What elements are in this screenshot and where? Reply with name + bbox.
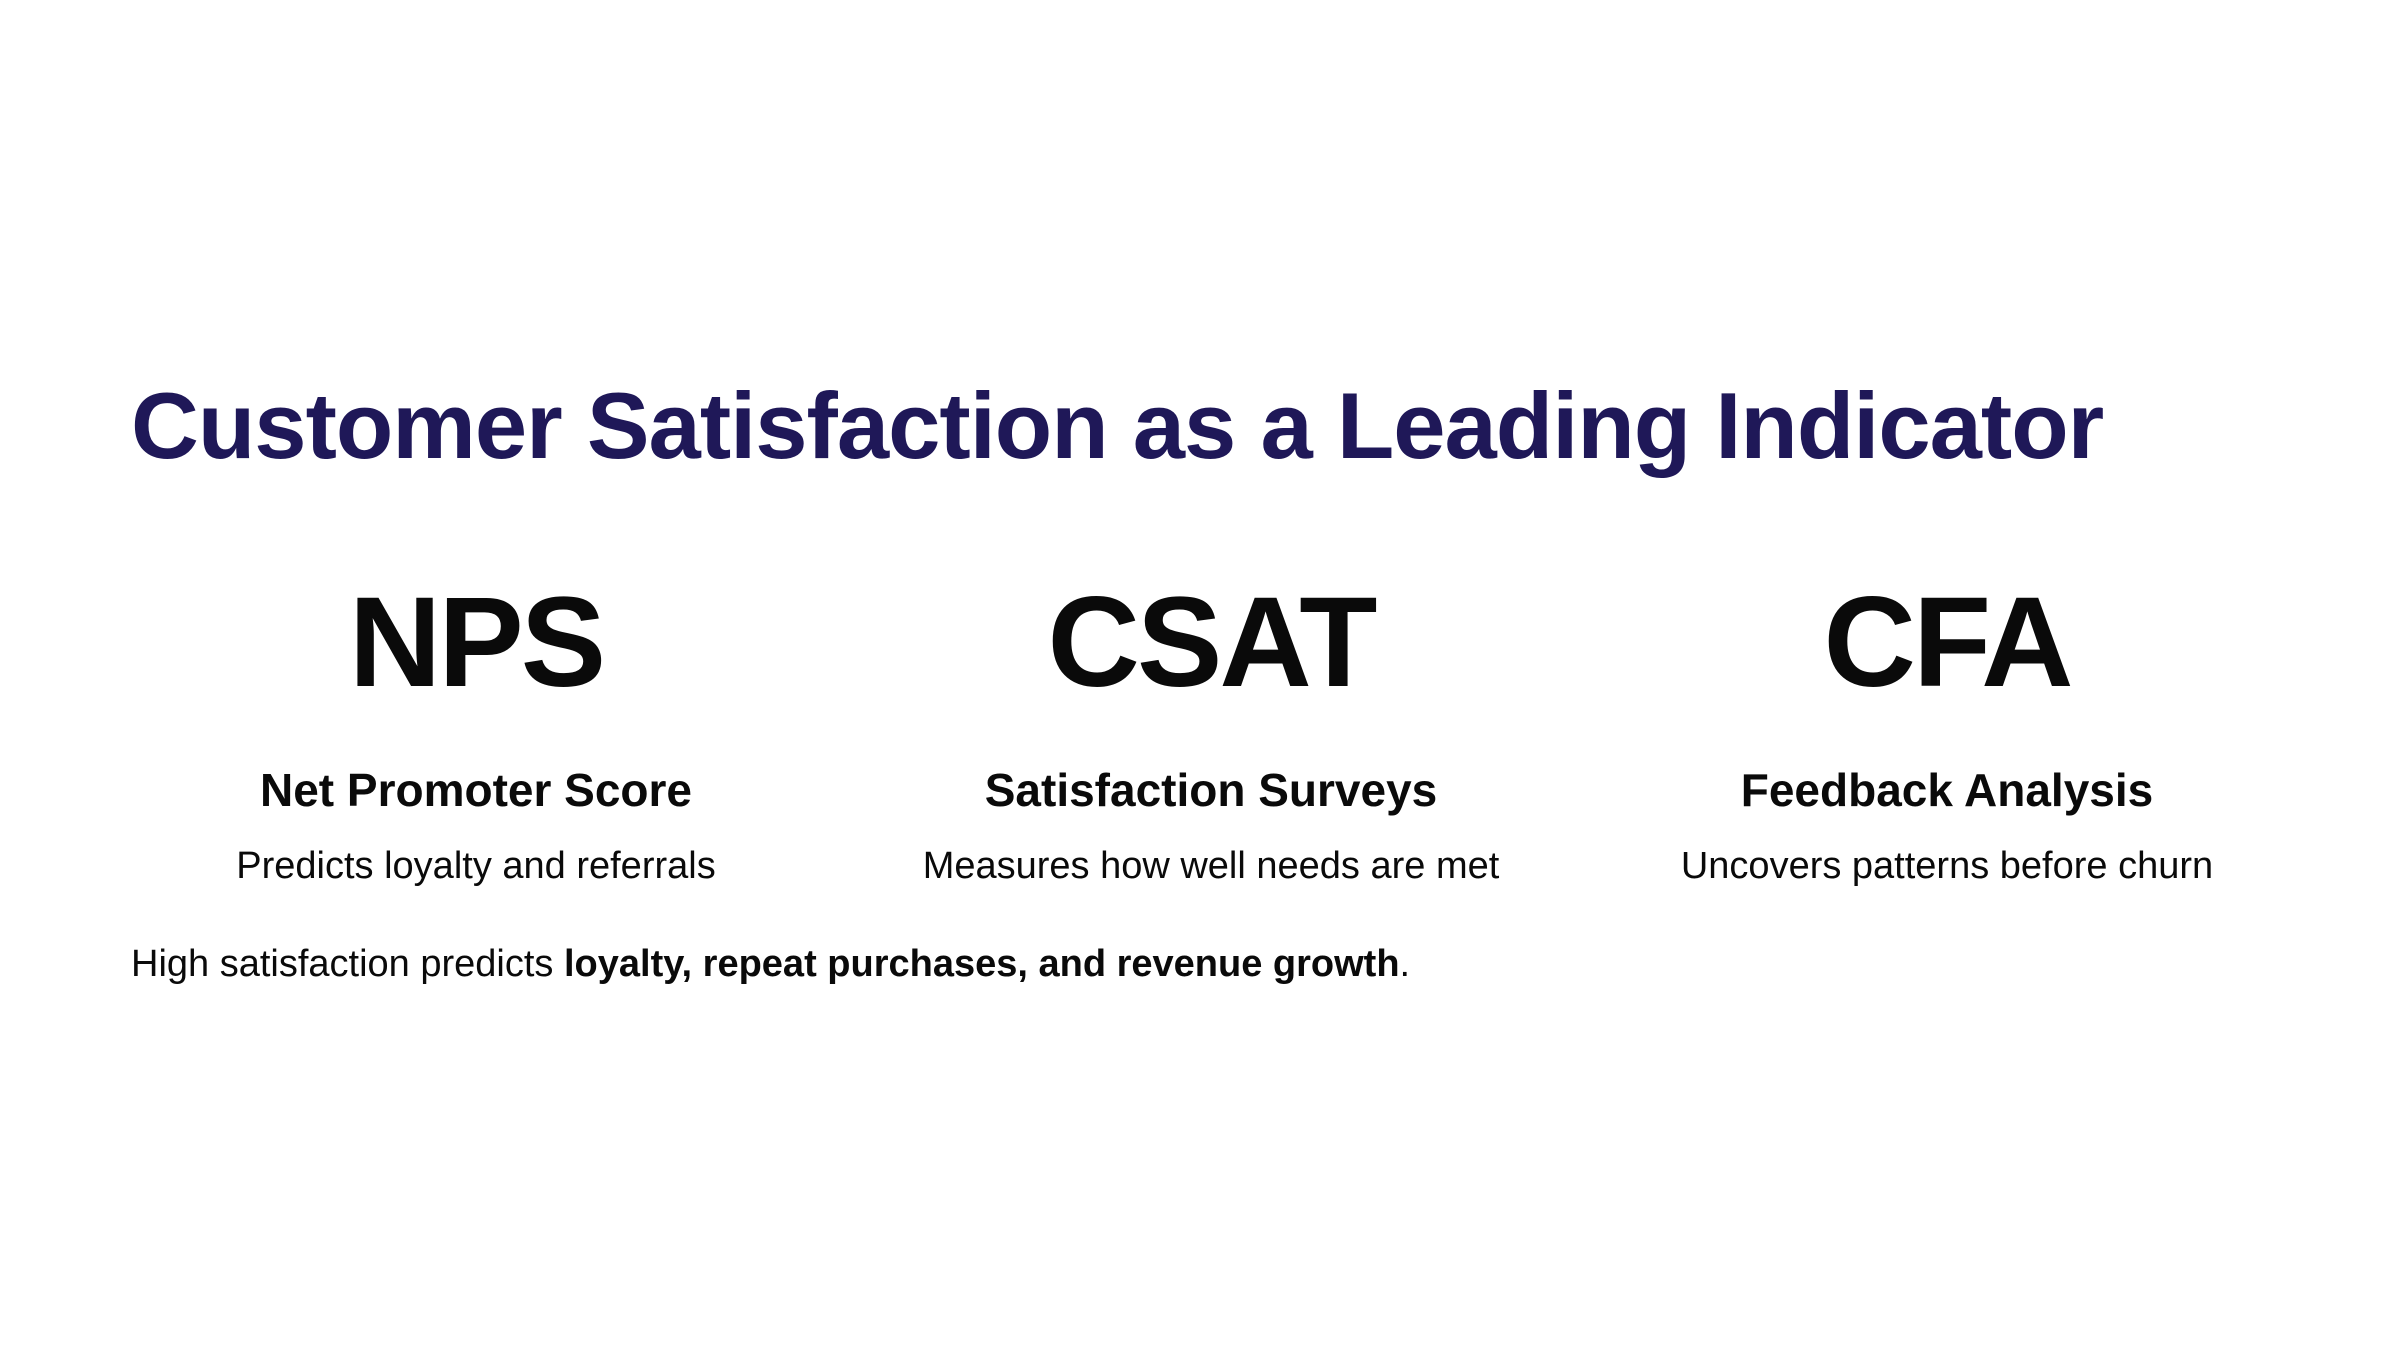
metric-name: Satisfaction Surveys <box>984 764 1438 816</box>
metric-column: CSAT Satisfaction Surveys Measures how wel… <box>841 568 1581 890</box>
metric-acronym: CSAT <box>1047 571 1378 714</box>
footer-end: . <box>1399 943 1411 985</box>
metric-column: CFA Feedback Analysis Uncovers patterns be… <box>1577 568 2317 890</box>
slide-title: Customer Satisfaction as a Leading Indic… <box>131 373 2104 478</box>
metric-description: Predicts loyalty and referrals <box>236 845 716 887</box>
metric-acronym: CFA <box>1823 571 2074 714</box>
metric-description: Measures how well needs are met <box>922 845 1500 887</box>
metric-column: NPS Net Promoter Score Predicts loyalty an… <box>106 568 846 890</box>
metric-description: Uncovers patterns before churn <box>1680 845 2214 887</box>
footer-emphasis: loyalty, repeat purchases, and revenue g… <box>563 943 1400 985</box>
footer: High satisfaction predicts loyalty, repe… <box>131 940 1410 988</box>
metric-name: Feedback Analysis <box>1740 764 2154 816</box>
footer-lead: High satisfaction predicts <box>131 943 564 985</box>
metric-name: Net Promoter Score <box>259 764 692 816</box>
metric-acronym: NPS <box>348 571 606 714</box>
